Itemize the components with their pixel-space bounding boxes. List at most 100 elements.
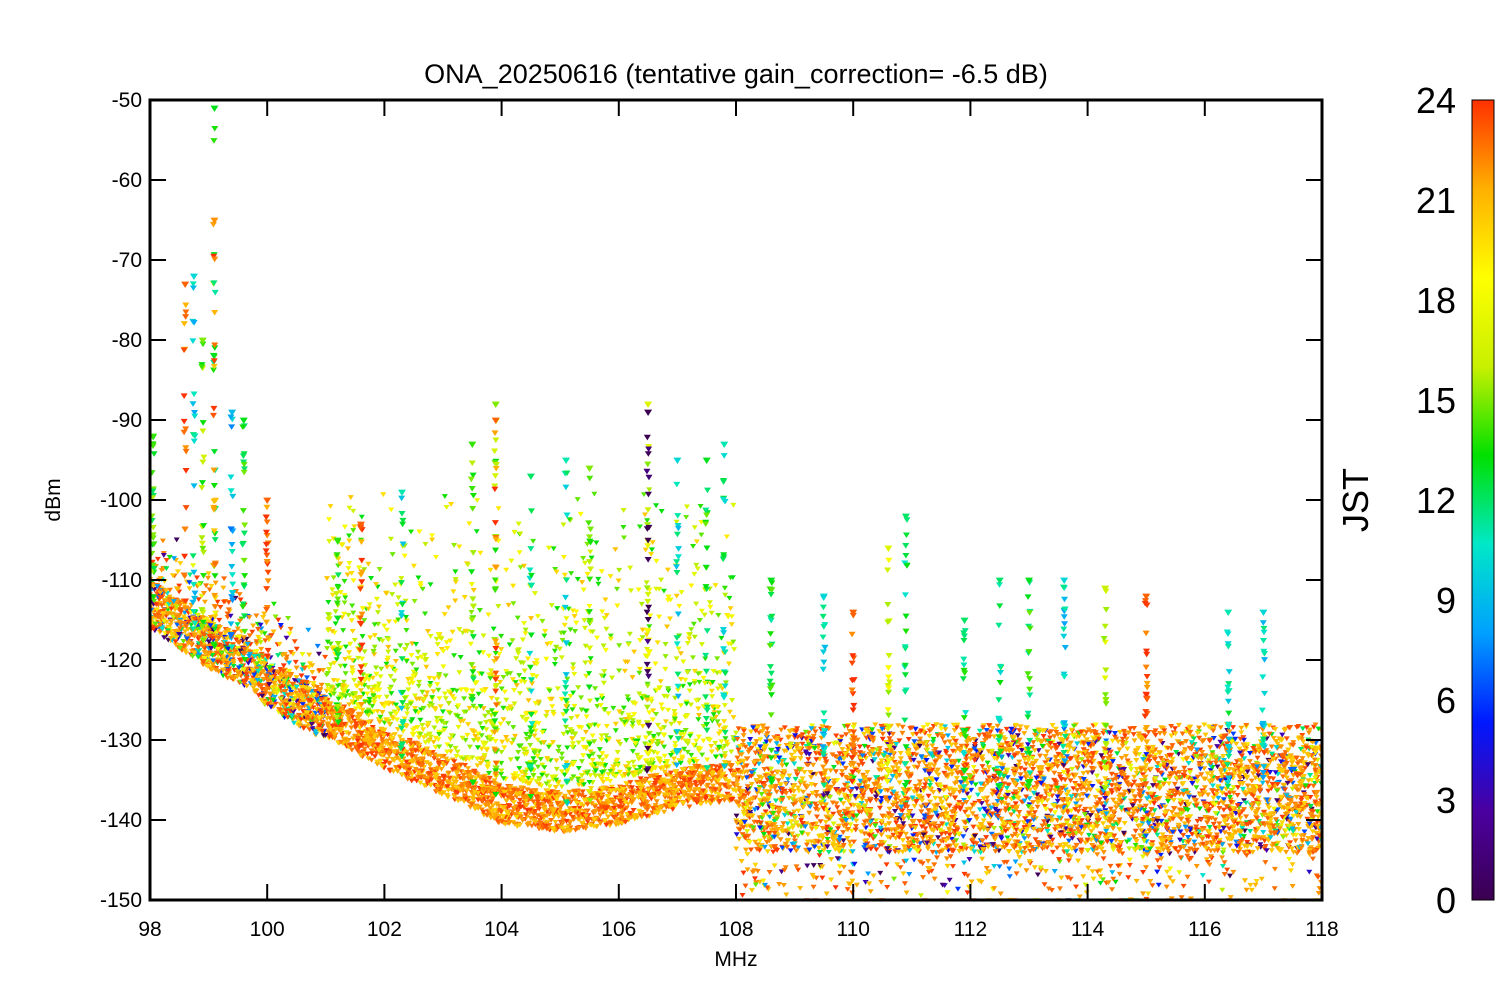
data-point: [1201, 785, 1208, 791]
data-point: [824, 837, 831, 842]
data-point: [964, 890, 971, 896]
data-point: [498, 760, 505, 766]
data-point: [861, 831, 868, 837]
data-point: [1041, 882, 1048, 888]
data-point: [1110, 797, 1117, 803]
data-point: [937, 796, 944, 802]
data-point: [654, 751, 661, 756]
data-point: [684, 641, 691, 646]
data-point: [497, 679, 504, 685]
data-point: [377, 674, 384, 680]
data-point: [676, 603, 683, 609]
data-point: [974, 792, 981, 798]
data-point: [1189, 781, 1196, 786]
data-point: [976, 728, 983, 734]
data-point: [283, 657, 290, 663]
data-point: [991, 837, 998, 843]
data-point: [1314, 809, 1321, 815]
data-point: [383, 627, 390, 633]
data-point: [392, 648, 399, 654]
data-point: [421, 783, 428, 788]
data-point: [977, 827, 984, 833]
data-point: [516, 673, 523, 678]
data-point: [408, 653, 415, 658]
data-point: [1302, 766, 1309, 771]
data-point: [701, 612, 708, 618]
data-point: [929, 849, 936, 855]
data-point: [992, 849, 999, 854]
data-point: [1210, 728, 1217, 734]
data-point: [303, 675, 310, 681]
data-point: [822, 756, 829, 762]
data-point: [394, 717, 401, 723]
data-point: [1181, 821, 1188, 827]
data-point: [677, 703, 684, 709]
data-point: [884, 799, 891, 804]
data-point: [1045, 886, 1052, 892]
data-point: [602, 801, 609, 807]
data-point: [474, 763, 481, 769]
data-point: [415, 575, 422, 581]
data-point: [1027, 776, 1034, 782]
data-point: [1154, 822, 1161, 828]
data-point: [1110, 847, 1117, 853]
data-point: [389, 592, 396, 597]
data-point: [728, 622, 735, 628]
data-point: [620, 524, 627, 530]
data-point: [605, 814, 612, 820]
data-point: [963, 757, 970, 763]
data-point: [1164, 869, 1171, 875]
data-point: [475, 691, 482, 697]
data-point: [733, 820, 740, 826]
data-point: [653, 799, 660, 805]
data-point: [174, 622, 181, 628]
data-point: [519, 818, 526, 823]
data-point: [388, 733, 395, 739]
data-point: [392, 582, 399, 588]
data-point: [639, 635, 646, 641]
data-point: [804, 863, 811, 869]
data-point: [1078, 757, 1085, 762]
data-point: [994, 798, 1001, 804]
data-point: [848, 828, 855, 834]
data-point: [1230, 869, 1237, 875]
data-point: [744, 867, 751, 873]
data-point: [1203, 857, 1210, 863]
data-point: [595, 723, 602, 729]
data-point: [498, 647, 505, 652]
data-point: [654, 722, 661, 728]
data-point: [1133, 878, 1140, 884]
data-point: [527, 816, 534, 821]
data-point: [206, 587, 213, 593]
data-point: [662, 641, 669, 647]
data-point: [1257, 844, 1264, 850]
data-point: [1000, 763, 1007, 768]
data-point: [1156, 780, 1163, 786]
data-point: [1217, 725, 1224, 731]
data-point: [707, 604, 714, 610]
data-point: [1176, 770, 1183, 775]
data-point: [351, 677, 358, 683]
data-point: [1128, 767, 1135, 772]
data-point: [791, 834, 798, 840]
data-point: [958, 743, 965, 749]
data-point: [1298, 736, 1305, 742]
data-point: [694, 793, 701, 799]
data-point: [888, 786, 895, 792]
data-point: [679, 754, 686, 760]
data-point: [506, 820, 513, 826]
data-point: [580, 556, 587, 561]
data-point: [650, 708, 657, 714]
data-point: [849, 849, 856, 855]
data-point: [458, 687, 465, 693]
data-point: [640, 797, 647, 803]
data-point: [515, 749, 522, 755]
data-point: [1098, 753, 1105, 759]
data-point: [708, 688, 715, 694]
data-point: [1116, 747, 1123, 753]
data-point: [299, 662, 306, 668]
data-point: [673, 656, 680, 662]
data-point: [1138, 778, 1145, 783]
data-point: [1214, 764, 1221, 770]
data-point: [591, 739, 598, 745]
